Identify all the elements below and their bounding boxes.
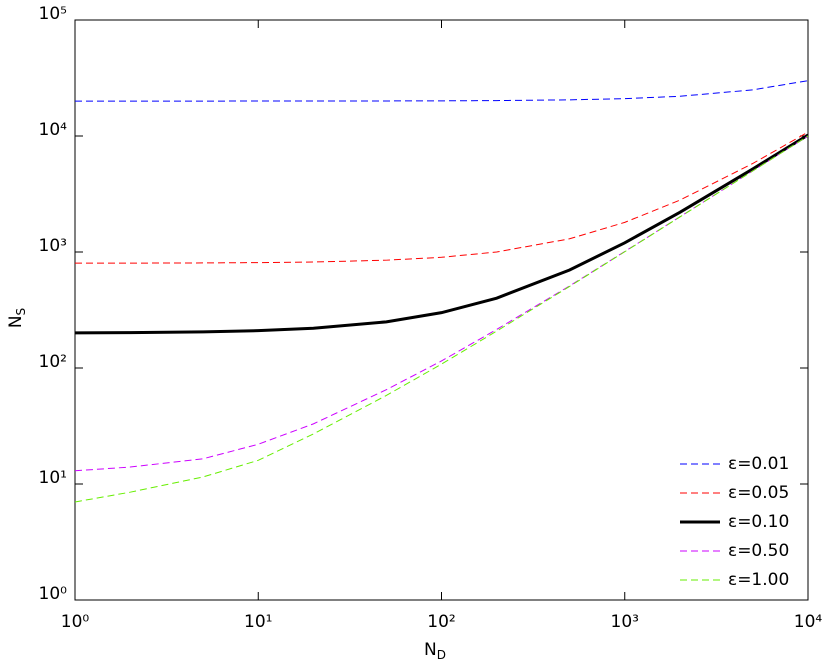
series-line — [74, 135, 809, 503]
legend-label: ε=0.05 — [728, 483, 789, 503]
y-label-sub: S — [14, 308, 28, 316]
y-tick-label: 10⁵ — [39, 4, 67, 24]
legend-label: ε=0.50 — [728, 541, 789, 561]
y-label-main: N — [6, 315, 26, 328]
x-axis-label: ND — [424, 640, 446, 662]
y-axis-label: NS — [6, 308, 28, 328]
series-line — [74, 135, 809, 472]
x-tick-label: 10¹ — [244, 612, 272, 632]
x-tick-label: 10³ — [611, 612, 639, 632]
x-tick-label: 10⁰ — [61, 612, 90, 632]
x-label-main: N — [424, 640, 437, 660]
x-tick-label: 10⁴ — [794, 612, 823, 632]
legend-label: ε=0.01 — [728, 454, 789, 474]
x-tick-label: 10² — [427, 612, 455, 632]
y-tick-label: 10³ — [39, 236, 67, 256]
plot-frame — [74, 19, 809, 601]
series-line — [74, 80, 809, 102]
x-label-sub: D — [437, 648, 446, 662]
y-tick-label: 10¹ — [39, 468, 67, 488]
series-line — [74, 133, 809, 335]
legend-label: ε=1.00 — [728, 570, 789, 590]
series-line — [74, 131, 809, 264]
y-tick-label: 10⁴ — [39, 120, 68, 140]
legend-label: ε=0.10 — [728, 512, 789, 532]
y-tick-label: 10⁰ — [39, 584, 68, 604]
y-tick-label: 10² — [39, 352, 67, 372]
